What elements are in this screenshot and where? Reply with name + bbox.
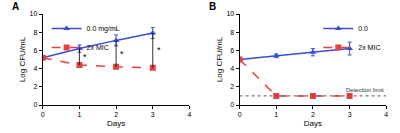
svg-text:2: 2 [230,83,234,90]
svg-text:Detection limit: Detection limit [346,87,384,93]
svg-text:4: 4 [230,65,234,72]
svg-text:*: * [83,52,87,62]
svg-text:Days: Days [304,119,322,128]
svg-text:10: 10 [30,10,38,17]
svg-text:2x MIC: 2x MIC [358,44,380,51]
svg-text:3: 3 [151,111,155,118]
svg-text:6: 6 [230,47,234,54]
svg-text:0: 0 [41,111,45,118]
svg-text:B: B [209,1,216,12]
svg-text:4: 4 [187,111,191,118]
svg-text:3: 3 [348,111,352,118]
svg-text:*: * [157,45,161,55]
svg-text:Log CFU/mL: Log CFU/mL [18,36,27,82]
svg-text:2: 2 [33,83,37,90]
svg-text:Days: Days [107,119,125,128]
svg-text:0: 0 [238,111,242,118]
svg-text:0: 0 [33,101,37,108]
svg-text:Log CFU/mL: Log CFU/mL [215,36,224,82]
svg-text:2x MIC: 2x MIC [87,44,109,51]
svg-text:6: 6 [33,47,37,54]
svg-text:8: 8 [33,29,37,36]
svg-text:*: * [120,49,124,59]
svg-text:8: 8 [230,29,234,36]
svg-text:4: 4 [33,65,37,72]
svg-text:1: 1 [274,111,278,118]
svg-text:1: 1 [77,111,81,118]
svg-text:0.0 mg/mL: 0.0 mg/mL [87,25,120,33]
svg-text:0: 0 [230,101,234,108]
svg-text:A: A [12,1,19,12]
svg-text:4: 4 [384,111,388,118]
svg-text:10: 10 [226,10,234,17]
svg-text:0.0: 0.0 [358,25,368,32]
svg-text:2: 2 [114,111,118,118]
svg-text:2: 2 [311,111,315,118]
